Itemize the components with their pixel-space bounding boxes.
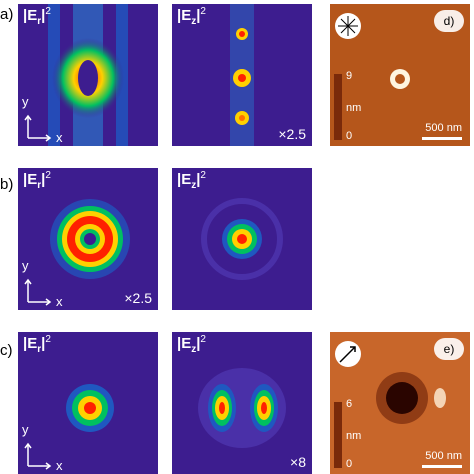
- axis-x-label: x: [56, 130, 63, 145]
- colorbar-max: 9: [346, 70, 353, 82]
- polarization-radial-icon: [334, 13, 361, 140]
- afm-image-e: e) 6 0 nm 500 nm: [330, 332, 470, 474]
- er-field-map-b: |Er|2 ×2.5 y x: [18, 168, 158, 310]
- ez-field-map-a: |Ez|2 ×2.5: [172, 4, 312, 146]
- ez-title-a: |Ez|2: [177, 6, 206, 27]
- axis-x-label: x: [56, 458, 63, 473]
- afm-image-d: d) 9 0 nm 500 nm: [330, 4, 470, 146]
- afm-e-graphic: [376, 372, 446, 424]
- ez-title-b: |Ez|2: [177, 170, 206, 191]
- er-map-b-graphic: [50, 199, 130, 279]
- row-label-b: b): [0, 176, 14, 193]
- ez-field-map-b: |Ez|2: [172, 168, 312, 310]
- afm-d-graphic: [390, 69, 410, 89]
- axes-arrows-icon: [24, 114, 52, 142]
- scale-label: 500 nm: [425, 450, 462, 462]
- multiplier-label: ×8: [290, 454, 306, 470]
- axis-y-label: y: [22, 422, 29, 437]
- axes-arrows-icon: [24, 442, 52, 470]
- multiplier-label: ×2.5: [124, 290, 152, 306]
- panel-badge-d: d): [434, 10, 464, 32]
- scale-bar: [422, 137, 462, 140]
- er-title-b: |Er|2: [23, 170, 51, 191]
- axis-y-label: y: [22, 258, 29, 273]
- axes-arrows-icon: [24, 278, 52, 306]
- row-label-c: c): [0, 342, 13, 359]
- colorbar-min: 0: [346, 458, 353, 470]
- colorbar-max: 6: [346, 398, 353, 410]
- ez-title-c: |Ez|2: [177, 334, 206, 355]
- polarization-linear-icon: [334, 341, 361, 468]
- axis-x-label: x: [56, 294, 63, 309]
- colorbar-unit: nm: [346, 102, 362, 114]
- multiplier-label: ×2.5: [278, 126, 306, 142]
- scale-label: 500 nm: [425, 122, 462, 134]
- er-field-map-c: |Er|2 y x: [18, 332, 158, 474]
- ez-map-b-graphic: [201, 198, 283, 280]
- er-title-c: |Er|2: [23, 334, 51, 355]
- ez-map-a-graphic: [230, 4, 254, 146]
- colorbar-unit: nm: [346, 430, 362, 442]
- axis-y-label: y: [22, 94, 29, 109]
- er-title-a: |Er|2: [23, 6, 51, 27]
- er-field-map-a: |Er|2 y x: [18, 4, 158, 146]
- ez-field-map-c: |Ez|2 ×8: [172, 332, 312, 474]
- scale-bar: [422, 465, 462, 468]
- row-label-a: a): [0, 6, 14, 23]
- er-map-c-graphic: [66, 384, 114, 432]
- ez-map-c-graphic: [198, 368, 286, 448]
- er-map-a-graphic: [48, 4, 128, 146]
- panel-badge-e: e): [434, 338, 464, 360]
- colorbar-min: 0: [346, 130, 353, 142]
